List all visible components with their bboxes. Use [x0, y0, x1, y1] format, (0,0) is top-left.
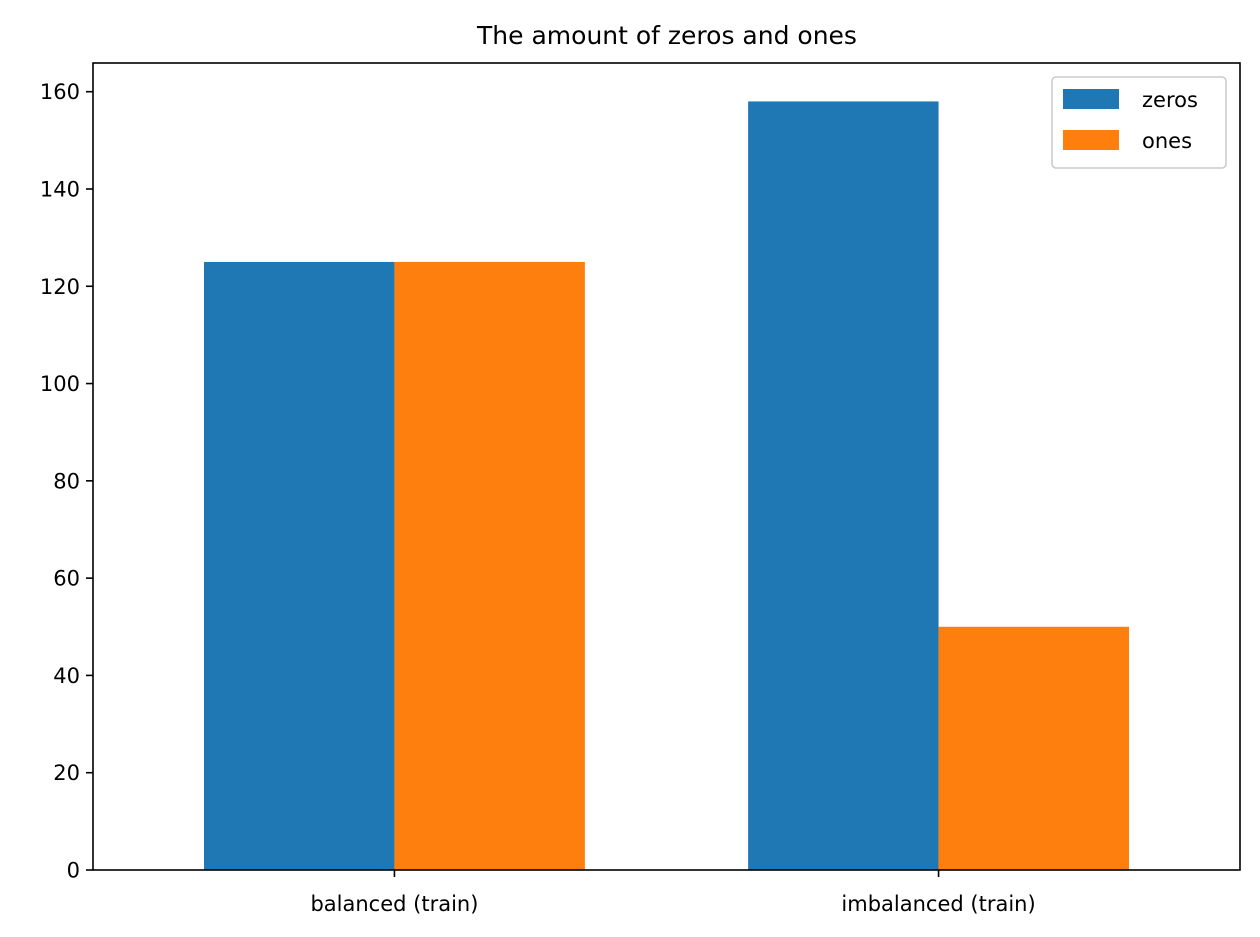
legend-swatch-zeros [1063, 89, 1119, 109]
y-tick-label: 80 [53, 469, 80, 493]
chart-title: The amount of zeros and ones [476, 21, 857, 50]
legend-label-ones: ones [1142, 129, 1192, 153]
bar-zeros-0 [204, 261, 395, 870]
legend: zeros ones [1051, 76, 1227, 169]
y-tick-label: 120 [40, 275, 80, 299]
legend-swatch-ones [1063, 130, 1119, 150]
y-tick-label: 100 [40, 372, 80, 396]
y-axis: 0 20 40 60 80 100 120 140 160 [40, 80, 93, 883]
y-tick-label: 160 [40, 80, 80, 104]
x-tick-label: imbalanced (train) [841, 892, 1035, 916]
x-axis: balanced (train) imbalanced (train) [310, 870, 1036, 916]
y-tick-label: 140 [40, 177, 80, 201]
y-tick-label: 0 [67, 859, 80, 883]
x-tick-label: balanced (train) [310, 892, 478, 916]
bar-zeros-1 [748, 101, 939, 871]
plot-frame [92, 62, 1241, 871]
bars-layer [204, 101, 1129, 871]
y-tick-label: 60 [53, 567, 80, 591]
bar-ones-1 [938, 626, 1129, 870]
legend-label-zeros: zeros [1142, 88, 1198, 112]
bar-ones-0 [394, 261, 585, 870]
y-tick-label: 20 [53, 761, 80, 785]
y-tick-label: 40 [53, 664, 80, 688]
